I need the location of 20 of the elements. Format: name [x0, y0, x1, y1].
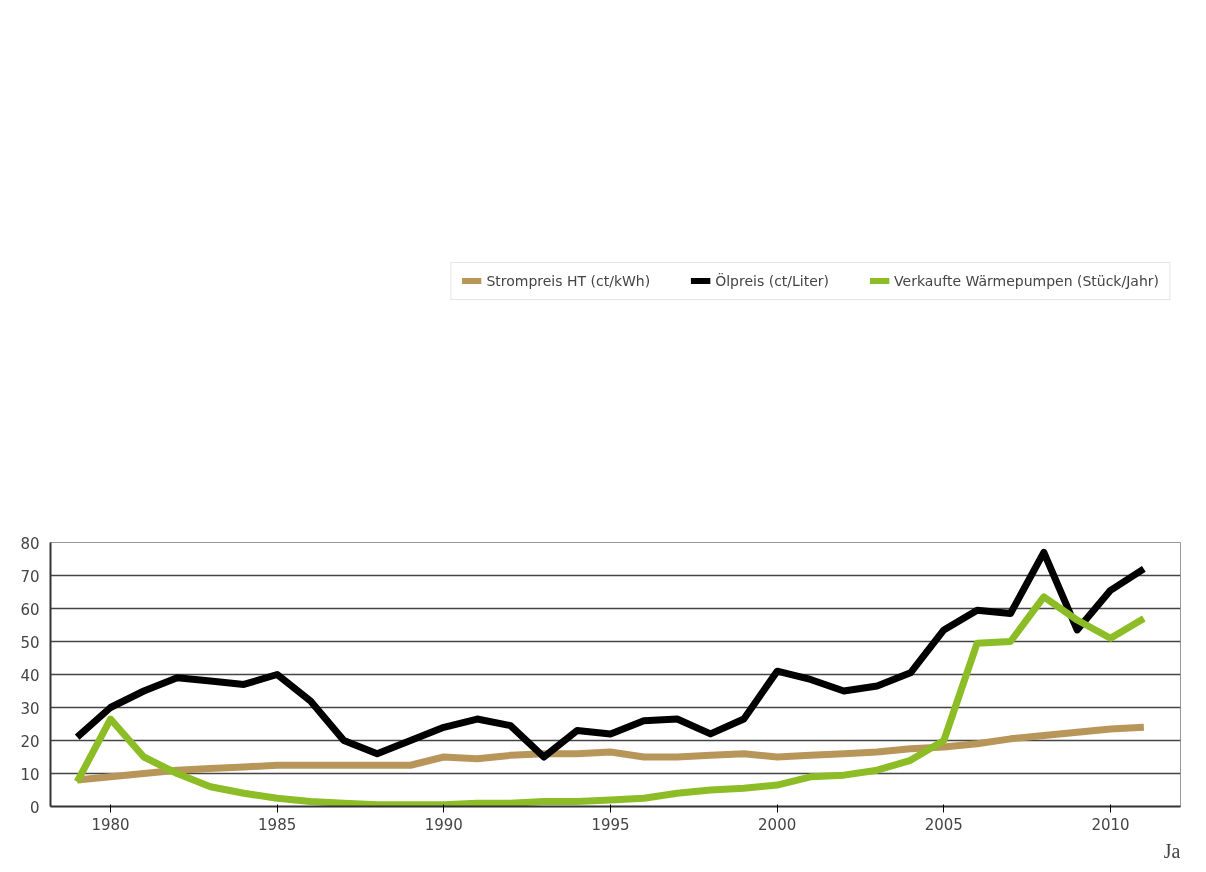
x-tick-label: 1995 — [591, 815, 630, 834]
y-tick-label: 20 — [20, 732, 40, 751]
legend-label: Ölpreis (ct/Liter) — [715, 273, 830, 289]
y-tick-label: 60 — [20, 600, 40, 619]
x-tick-label: 1980 — [91, 815, 130, 834]
y-tick-label: 10 — [20, 765, 40, 784]
y-tick-label: 50 — [20, 633, 40, 652]
legend-label: Verkaufte Wärmepumpen (Stück/Jahr) — [894, 273, 1159, 289]
y-tick-label: 30 — [20, 699, 40, 718]
x-tick-label: 1985 — [258, 815, 297, 834]
y-tick-label: 80 — [20, 534, 40, 553]
x-axis-title: Ja — [1163, 839, 1181, 862]
legend-label: Strompreis HT (ct/kWh) — [486, 273, 651, 289]
y-tick-label: 40 — [20, 666, 40, 685]
x-tick-label: 2010 — [1091, 815, 1130, 834]
x-tick-label: 1990 — [424, 815, 463, 834]
x-tick-label: 2005 — [924, 815, 963, 834]
y-tick-label: 70 — [20, 567, 40, 586]
x-tick-label: 2000 — [758, 815, 797, 834]
y-tick-label: 0 — [29, 798, 40, 817]
